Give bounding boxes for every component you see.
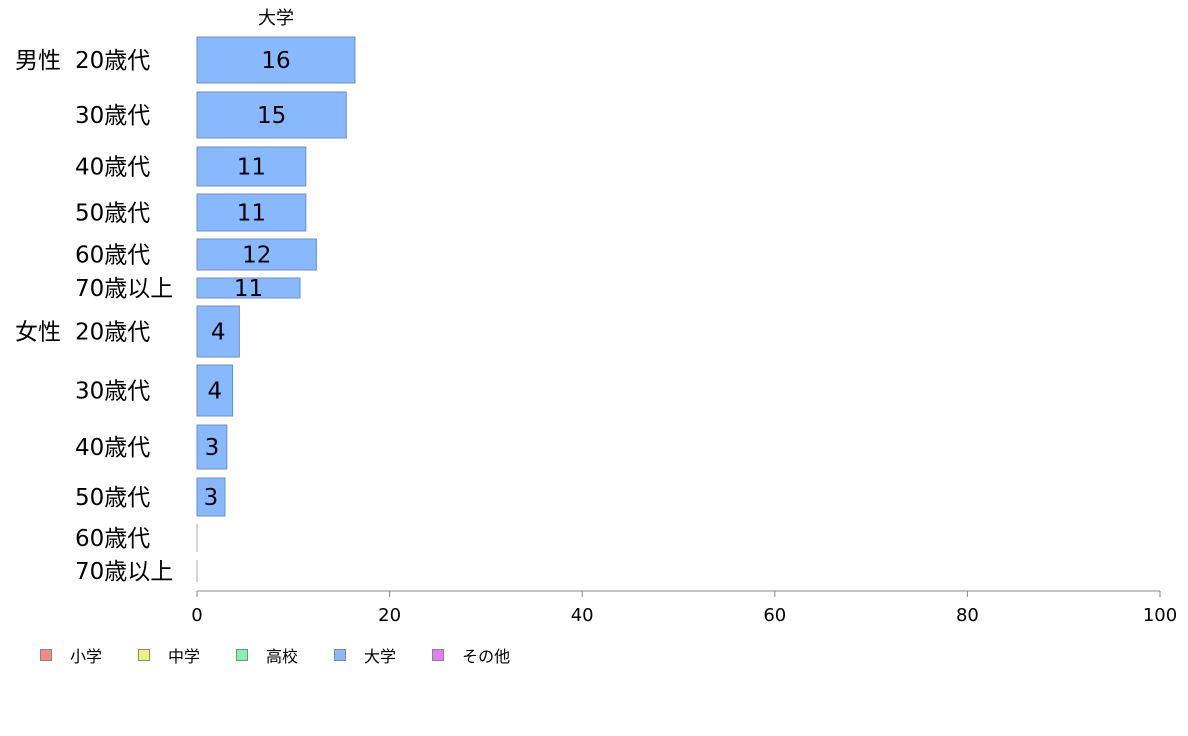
- data-label: 11: [237, 155, 266, 181]
- legend: 小学 中学 高校 大学 その他: [40, 644, 546, 666]
- legend-swatch: [236, 649, 249, 661]
- bar: [196, 36, 356, 84]
- category-label: 60歳代: [75, 526, 150, 552]
- x-tick-label: 100: [1143, 605, 1177, 626]
- bar: [196, 193, 307, 232]
- category-label: 40歳代: [75, 435, 150, 461]
- segment-label: 女性: [15, 320, 61, 346]
- x-tick-label: 40: [571, 605, 594, 626]
- bar: [196, 477, 226, 517]
- category-label: 20歳代: [75, 320, 150, 346]
- bar: [196, 305, 240, 358]
- data-label: 3: [205, 435, 220, 461]
- category-label: 30歳代: [75, 379, 150, 405]
- legend-item: 中学: [138, 643, 200, 667]
- legend-swatch: [40, 649, 52, 661]
- x-tick-label: 20: [378, 605, 401, 626]
- legend-item: その他: [432, 643, 510, 667]
- segment-label: 男性: [15, 48, 61, 74]
- bar: [196, 146, 307, 187]
- category-label: 70歳以上: [75, 559, 173, 585]
- category-label: 40歳代: [75, 155, 150, 181]
- data-label: 4: [207, 379, 222, 405]
- category-label: 50歳代: [75, 485, 150, 511]
- legend-label: 中学: [168, 647, 201, 666]
- x-tick-label: 80: [956, 605, 979, 626]
- category-label: 70歳以上: [75, 276, 173, 302]
- bar: [196, 277, 301, 299]
- category-label: 30歳代: [75, 103, 150, 129]
- category-label: 60歳代: [75, 243, 150, 269]
- legend-label: 小学: [70, 647, 103, 666]
- legend-label: 大学: [364, 647, 397, 666]
- category-label: 50歳代: [75, 201, 150, 227]
- legend-swatch: [334, 649, 347, 661]
- legend-label: 高校: [266, 647, 299, 666]
- category-label: 20歳代: [75, 48, 150, 74]
- bar: [196, 238, 317, 271]
- legend-swatch: [138, 649, 151, 661]
- panel-title: 大学: [258, 8, 294, 29]
- data-label: 16: [261, 48, 290, 74]
- bar: [196, 424, 228, 470]
- legend-swatch: [432, 649, 445, 661]
- legend-item: 大学: [334, 643, 396, 667]
- bar: [196, 91, 347, 139]
- data-label: 15: [257, 103, 286, 129]
- bar: [196, 364, 234, 417]
- legend-label: その他: [462, 647, 511, 666]
- x-tick-label: 60: [763, 605, 786, 626]
- data-label: 4: [211, 320, 226, 346]
- legend-item: 高校: [236, 643, 298, 667]
- data-label: 3: [204, 485, 219, 511]
- data-label: 12: [242, 243, 271, 269]
- data-label: 11: [234, 276, 263, 302]
- legend-item: 小学: [40, 643, 102, 667]
- data-label: 11: [237, 201, 266, 227]
- x-tick-label: 0: [191, 605, 202, 626]
